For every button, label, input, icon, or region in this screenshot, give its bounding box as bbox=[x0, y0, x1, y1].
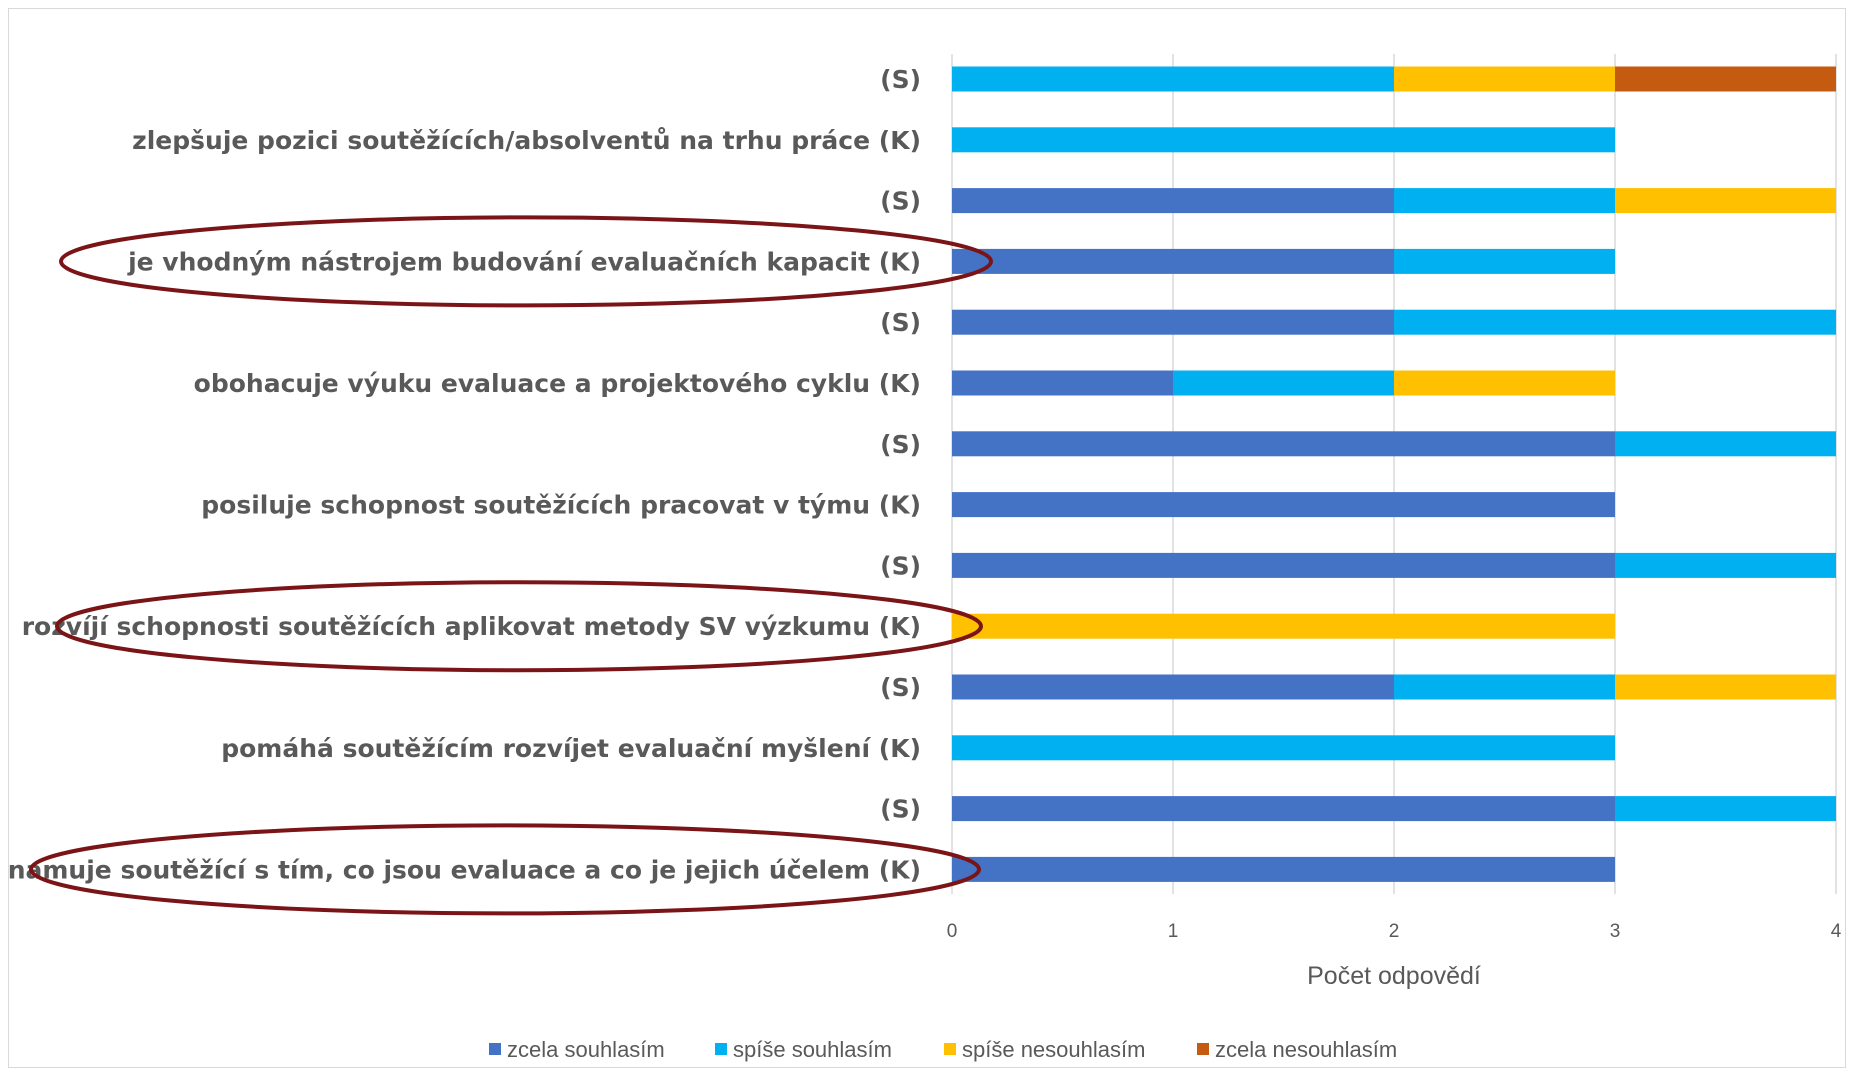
bar-segment bbox=[1615, 796, 1836, 822]
category-labels: (S) zlepšuje pozici soutěžících/absolvent… bbox=[9, 65, 921, 884]
category-label: (S) bbox=[880, 673, 921, 702]
legend: zcela souhlasím spíše souhlasím spíše neso… bbox=[489, 1037, 1397, 1062]
highlight-ellipse bbox=[55, 580, 983, 673]
bar-segment bbox=[952, 552, 1615, 578]
category-label: (S) bbox=[880, 430, 921, 459]
x-tick-label: 3 bbox=[1610, 921, 1621, 942]
category-label: rozvíjí schopnosti soutěžících aplikovat… bbox=[22, 612, 921, 641]
bar-segment bbox=[952, 796, 1615, 822]
bar-segment bbox=[952, 735, 1615, 761]
bar-segment bbox=[1615, 66, 1836, 92]
x-tick-label: 4 bbox=[1831, 921, 1842, 942]
legend-label: spíše nesouhlasím bbox=[962, 1037, 1145, 1062]
bar-segment bbox=[952, 188, 1394, 214]
x-tick-label: 2 bbox=[1389, 921, 1400, 942]
legend-label: zcela souhlasím bbox=[507, 1037, 665, 1062]
category-label: posiluje schopnost soutěžících pracovat … bbox=[201, 491, 921, 520]
bar-segment bbox=[1394, 309, 1836, 335]
stacked-bar-chart: (S) zlepšuje pozici soutěžících/absolvent… bbox=[9, 54, 1842, 1062]
legend-label: zcela nesouhlasím bbox=[1215, 1037, 1397, 1062]
x-tick-label: 0 bbox=[947, 921, 958, 942]
legend-swatch bbox=[1197, 1043, 1209, 1055]
bar-segment bbox=[952, 856, 1615, 882]
bar-segment bbox=[1394, 66, 1615, 92]
bar-segment bbox=[952, 309, 1394, 335]
category-label: (S) bbox=[880, 308, 921, 337]
bar-segment bbox=[952, 674, 1394, 700]
category-label: (S) bbox=[880, 551, 921, 580]
x-axis-title: Počet odpovědí bbox=[1307, 962, 1481, 990]
bar-segment bbox=[1173, 370, 1394, 396]
chart-frame: (S) zlepšuje pozici soutěžících/absolvent… bbox=[8, 8, 1846, 1068]
bar-segment bbox=[952, 431, 1615, 457]
category-label: seznamuje soutěžící s tím, co jsou evalu… bbox=[9, 855, 921, 884]
bar-segment bbox=[1394, 674, 1615, 700]
bar-segment bbox=[952, 127, 1615, 153]
bar-segment bbox=[952, 613, 1615, 639]
highlight-ellipse bbox=[59, 215, 993, 308]
highlight-ellipses bbox=[29, 215, 993, 916]
bar-segment bbox=[1394, 370, 1615, 396]
legend-swatch bbox=[944, 1043, 956, 1055]
category-label: (S) bbox=[880, 795, 921, 824]
bar-segment bbox=[952, 492, 1615, 518]
highlight-ellipse bbox=[29, 823, 981, 916]
bar-segment bbox=[1394, 188, 1615, 214]
bar-segment bbox=[952, 370, 1173, 396]
bar-segment bbox=[1615, 431, 1836, 457]
bar-segment bbox=[1615, 552, 1836, 578]
x-tick-label: 1 bbox=[1168, 921, 1179, 942]
bar-segment bbox=[1615, 674, 1836, 700]
bar-segment bbox=[1615, 188, 1836, 214]
category-label: (S) bbox=[880, 187, 921, 216]
bar-segment bbox=[1394, 248, 1615, 274]
bar-segment bbox=[952, 248, 1394, 274]
gridlines bbox=[951, 54, 1837, 894]
category-label: (S) bbox=[880, 65, 921, 94]
bars bbox=[952, 66, 1836, 882]
legend-swatch bbox=[489, 1043, 501, 1055]
category-label: pomáhá soutěžícím rozvíjet evaluační myš… bbox=[221, 734, 921, 763]
legend-label: spíše souhlasím bbox=[733, 1037, 892, 1062]
legend-swatch bbox=[715, 1043, 727, 1055]
category-label: obohacuje výuku evaluace a projektového … bbox=[194, 369, 921, 398]
x-tick-labels: 0 1 2 3 4 bbox=[947, 921, 1842, 942]
category-label: zlepšuje pozici soutěžících/absolventů n… bbox=[132, 126, 921, 155]
bar-segment bbox=[952, 66, 1394, 92]
category-label: je vhodným nástrojem budování evaluačníc… bbox=[127, 247, 921, 276]
